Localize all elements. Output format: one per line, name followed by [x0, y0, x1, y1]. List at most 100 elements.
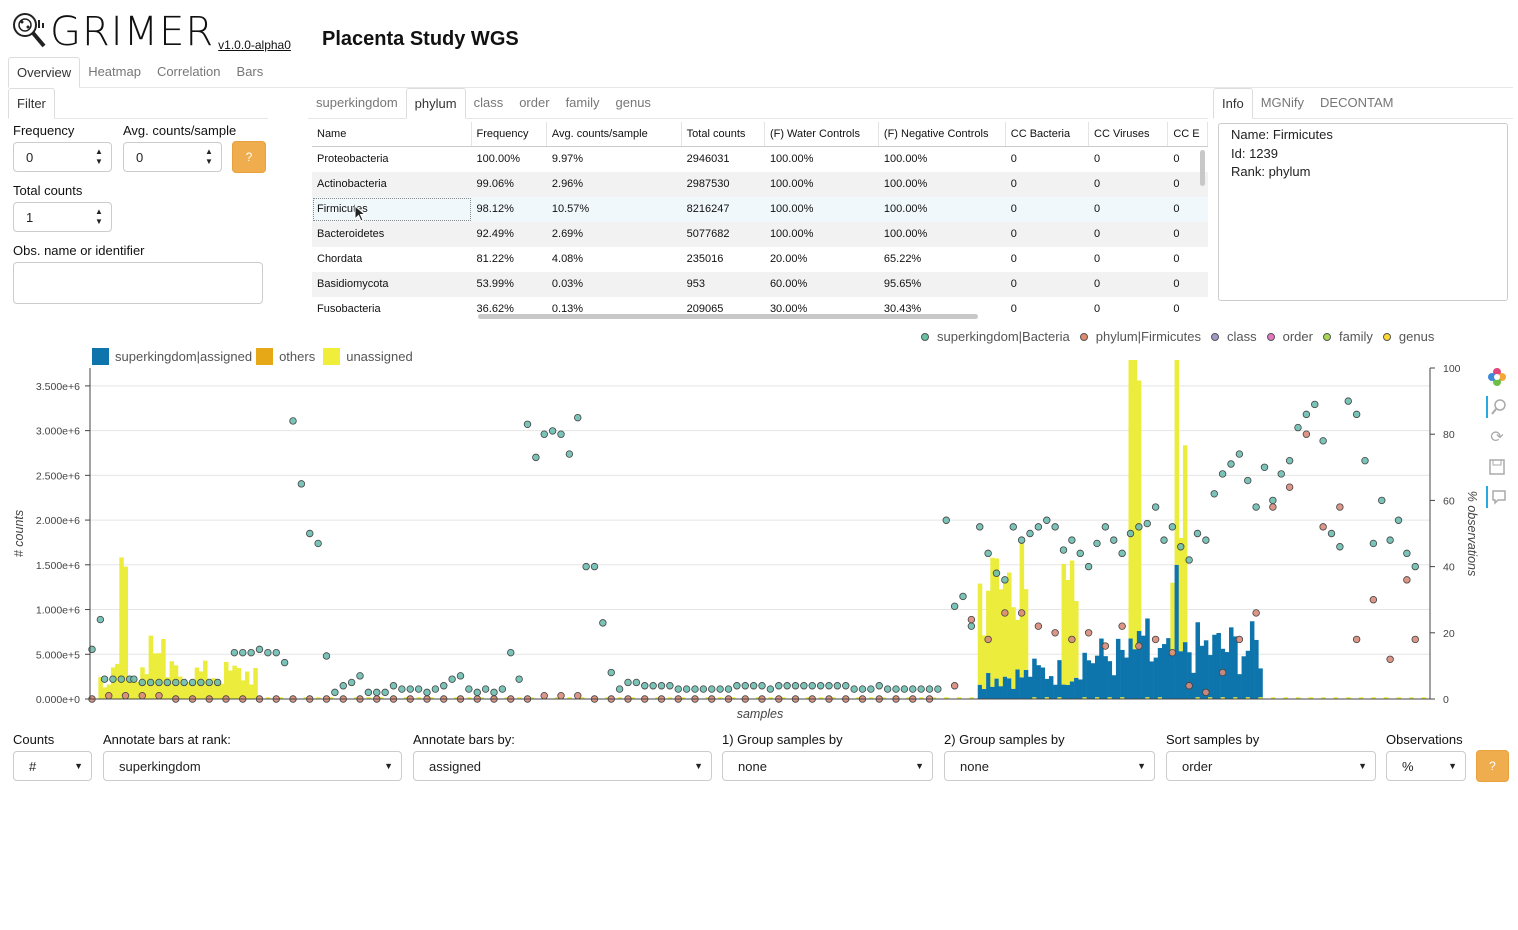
- table-cell[interactable]: 0: [1010, 228, 1017, 240]
- table-cell[interactable]: Actinobacteria: [317, 178, 387, 190]
- table-cell[interactable]: 0: [1010, 253, 1017, 265]
- table-cell[interactable]: 0: [1094, 253, 1101, 265]
- table-cell[interactable]: 60.00%: [769, 278, 808, 290]
- table-cell[interactable]: 0: [1094, 228, 1101, 240]
- table-horizontal-scrollbar[interactable]: [478, 314, 978, 319]
- table-row[interactable]: Bacteroidetes 92.49% 2.69% 5077682 100.00% 10…: [312, 222, 1208, 247]
- table-cell[interactable]: 100.00%: [769, 153, 814, 165]
- filter-help-button[interactable]: ?: [232, 141, 266, 173]
- table-cell[interactable]: 0: [1010, 303, 1017, 314]
- table-cell[interactable]: 92.49%: [476, 228, 514, 240]
- table-cell[interactable]: 65.22%: [883, 253, 922, 265]
- legend-item-genus[interactable]: genus: [1382, 329, 1434, 344]
- table-row[interactable]: Firmicutes 98.12% 10.57% 8216247 100.00% 100.…: [312, 197, 1208, 222]
- table-cell[interactable]: Basidiomycota: [317, 278, 389, 290]
- hover-tooltip-icon[interactable]: [1486, 486, 1510, 508]
- table-cell[interactable]: 0: [1173, 253, 1180, 265]
- table-cell[interactable]: Fusobacteria: [317, 303, 381, 314]
- annotate-by-select[interactable]: assigned ▼: [413, 751, 712, 781]
- table-cell[interactable]: 100.00%: [769, 228, 814, 240]
- table-cell[interactable]: 0: [1010, 153, 1017, 165]
- table-cell[interactable]: Chordata: [317, 253, 363, 265]
- table-cell[interactable]: 0.13%: [551, 303, 584, 314]
- table-cell[interactable]: 36.62%: [476, 303, 514, 314]
- table-cell[interactable]: 209065: [686, 303, 724, 314]
- table-cell[interactable]: 100.00%: [883, 153, 928, 165]
- legend-item-class[interactable]: class: [1210, 329, 1257, 344]
- table-cell[interactable]: 235016: [686, 253, 724, 265]
- table-cell[interactable]: 2.69%: [551, 228, 584, 240]
- info-textarea[interactable]: Name: Firmicutes Id: 1239 Rank: phylum: [1218, 123, 1508, 301]
- tab-filter[interactable]: Filter: [8, 88, 55, 119]
- table-cell[interactable]: 0.03%: [551, 278, 584, 290]
- col-name[interactable]: Name: [312, 122, 472, 146]
- table-cell[interactable]: 0: [1094, 278, 1101, 290]
- table-cell[interactable]: 81.22%: [476, 253, 514, 265]
- spinner-icon[interactable]: ▲ ▼: [95, 147, 103, 166]
- table-cell[interactable]: 53.99%: [476, 278, 514, 290]
- save-icon[interactable]: [1486, 456, 1508, 478]
- obs-name-input[interactable]: [13, 262, 263, 304]
- table-cell[interactable]: 0: [1173, 303, 1180, 314]
- tab-bars[interactable]: Bars: [236, 64, 264, 79]
- counts-select[interactable]: # ▼: [13, 751, 92, 781]
- table-cell[interactable]: 0: [1010, 203, 1017, 215]
- table-cell[interactable]: 0: [1094, 203, 1101, 215]
- tab-overview[interactable]: Overview: [8, 57, 81, 88]
- table-cell[interactable]: 0: [1173, 178, 1180, 190]
- table-cell[interactable]: 100.00%: [769, 178, 814, 190]
- table-cell[interactable]: 10.57%: [551, 203, 590, 215]
- table-cell[interactable]: 0: [1094, 178, 1101, 190]
- table-row[interactable]: Actinobacteria 99.06% 2.96% 2987530 100.00% 1…: [312, 172, 1208, 197]
- table-cell[interactable]: 99.06%: [476, 178, 514, 190]
- table-cell[interactable]: 5077682: [686, 228, 730, 240]
- table-cell[interactable]: 0: [1173, 203, 1180, 215]
- legend-item-order[interactable]: order: [1266, 329, 1313, 344]
- table-cell[interactable]: 100.00%: [883, 178, 928, 190]
- col-avg-counts[interactable]: Avg. counts/sample: [547, 122, 682, 146]
- tab-order[interactable]: order: [519, 95, 550, 110]
- tab-phylum[interactable]: phylum: [405, 88, 466, 119]
- table-cell[interactable]: 9.97%: [551, 153, 584, 165]
- legend-item-firmicutes[interactable]: phylum|Firmicutes: [1079, 329, 1201, 344]
- table-vertical-scrollbar[interactable]: [1200, 150, 1205, 186]
- table-cell[interactable]: Proteobacteria: [317, 153, 389, 165]
- table-cell[interactable]: Firmicutes: [312, 197, 472, 222]
- table-cell[interactable]: 100.00%: [883, 228, 928, 240]
- table-cell[interactable]: 953: [686, 278, 706, 290]
- table-cell[interactable]: 100.00%: [883, 203, 928, 215]
- table-cell[interactable]: 0: [1094, 303, 1101, 314]
- table-cell[interactable]: 98.12%: [476, 203, 514, 215]
- table-row[interactable]: Proteobacteria 100.00% 9.97% 2946031 100.00%…: [312, 147, 1208, 172]
- annotate-rank-select[interactable]: superkingdom ▼: [103, 751, 402, 781]
- legend-item-unassigned[interactable]: unassigned: [319, 348, 413, 365]
- table-cell[interactable]: 0: [1173, 153, 1180, 165]
- bottom-help-button[interactable]: ?: [1476, 750, 1509, 782]
- group1-select[interactable]: none ▼: [722, 751, 933, 781]
- table-cell[interactable]: 0: [1173, 228, 1180, 240]
- col-negative-controls[interactable]: (F) Negative Controls: [879, 122, 1006, 146]
- table-cell[interactable]: 0: [1010, 278, 1017, 290]
- tab-info[interactable]: Info: [1213, 88, 1253, 119]
- overview-chart[interactable]: 0.000e+0 5.000e+5 1.000e+6 1.500e+6 2.000e+6…: [0, 360, 1480, 726]
- col-frequency[interactable]: Frequency: [472, 122, 547, 146]
- table-cell[interactable]: 2946031: [686, 153, 730, 165]
- bokeh-logo-icon[interactable]: [1486, 366, 1508, 388]
- group2-select[interactable]: none ▼: [944, 751, 1155, 781]
- table-cell[interactable]: 0: [1173, 278, 1180, 290]
- table-cell[interactable]: Bacteroidetes: [317, 228, 385, 240]
- legend-item-others[interactable]: others: [256, 348, 315, 365]
- table-cell[interactable]: 8216247: [686, 203, 730, 215]
- table-cell[interactable]: 100.00%: [476, 153, 520, 165]
- legend-item-family[interactable]: family: [1322, 329, 1373, 344]
- tab-genus[interactable]: genus: [615, 95, 651, 110]
- reset-icon[interactable]: ⟳: [1490, 429, 1504, 446]
- table-row[interactable]: Chordata 81.22% 4.08% 235016 20.00% 65.22% 0 0 0: [312, 247, 1208, 272]
- tab-family[interactable]: family: [565, 95, 600, 110]
- col-total-counts[interactable]: Total counts: [682, 122, 765, 146]
- col-cc-e[interactable]: CC E: [1168, 122, 1208, 146]
- tab-superkingdom[interactable]: superkingdom: [316, 95, 398, 110]
- frequency-input[interactable]: 0 ▲ ▼: [13, 142, 112, 172]
- table-cell[interactable]: 0: [1010, 178, 1017, 190]
- table-row[interactable]: Basidiomycota 53.99% 0.03% 953 60.00% 95.65% 0…: [312, 272, 1208, 297]
